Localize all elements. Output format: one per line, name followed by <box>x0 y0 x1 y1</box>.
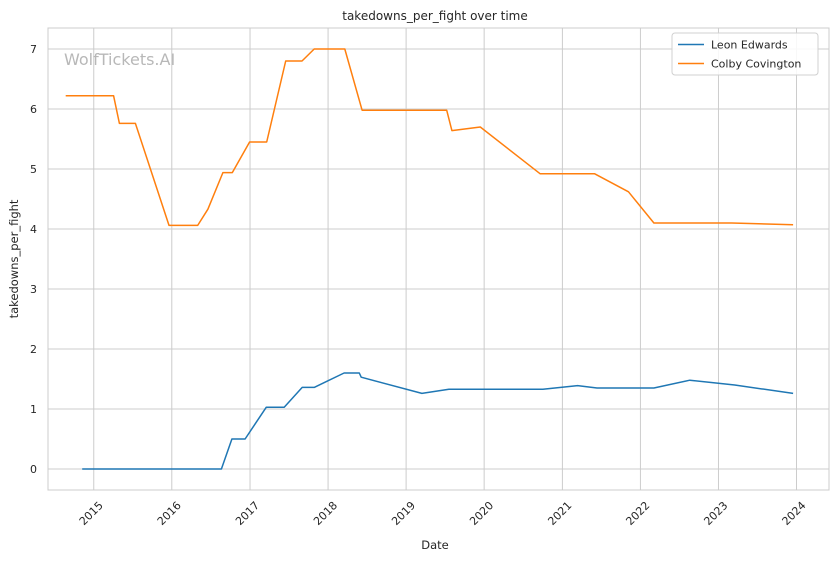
x-tick-label: 2024 <box>780 499 809 528</box>
x-axis-label: Date <box>421 538 449 552</box>
y-tick-label: 7 <box>30 43 37 56</box>
grid-layer <box>48 28 829 490</box>
legend: Leon Edwards Colby Covington <box>671 32 819 76</box>
y-tick-label: 2 <box>30 343 37 356</box>
y-tick-label: 6 <box>30 103 37 116</box>
x-tick-label: 2021 <box>545 499 574 528</box>
legend-label-colby-covington: Colby Covington <box>711 58 801 71</box>
x-tick-label: 2023 <box>701 499 730 528</box>
series-layer <box>65 48 794 470</box>
y-tick-label: 3 <box>30 283 37 296</box>
y-axis-label: takedowns_per_fight <box>7 199 21 318</box>
legend-label-leon-edwards: Leon Edwards <box>711 39 788 52</box>
y-tick-label: 0 <box>30 463 37 476</box>
x-tick-label: 2020 <box>467 499 496 528</box>
y-tick-label: 5 <box>30 163 37 176</box>
x-tick-label: 2015 <box>77 499 106 528</box>
y-tick-label: 4 <box>30 223 37 236</box>
x-tick-label: 2018 <box>311 499 340 528</box>
x-tick-label: 2017 <box>233 499 262 528</box>
y-tick-label: 1 <box>30 403 37 416</box>
legend-box <box>671 32 819 76</box>
series-line-leon-edwards <box>82 372 794 470</box>
chart-title: takedowns_per_fight over time <box>342 9 528 23</box>
x-tick-label: 2019 <box>389 499 418 528</box>
x-tick-label: 2022 <box>623 499 652 528</box>
series-line-colby-covington <box>65 48 794 227</box>
plot-frame <box>47 27 830 491</box>
x-tick-label: 2016 <box>155 499 184 528</box>
tick-layer: 2015 2016 2017 2018 2019 2020 2021 2022 2023 2024… <box>30 43 809 528</box>
watermark-text: WolfTickets.AI <box>64 50 175 69</box>
